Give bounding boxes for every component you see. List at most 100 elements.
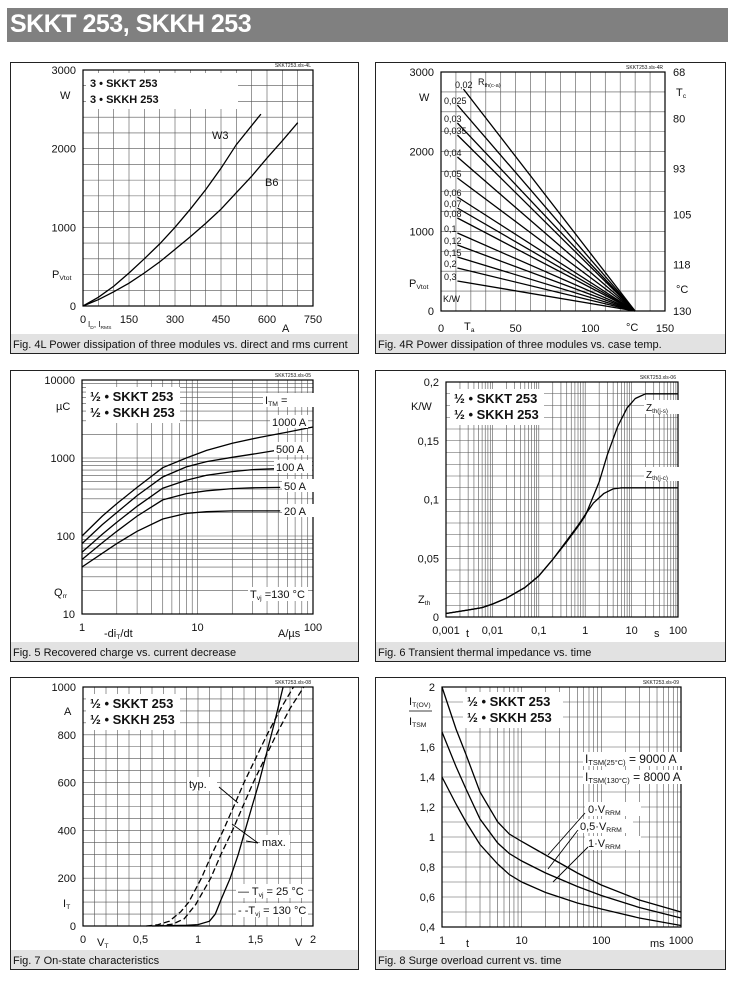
series-label: 0,5·VRRM: [580, 821, 622, 834]
text-part: -di: [104, 628, 116, 640]
series-line: [457, 244, 636, 312]
axis-label-s1: Zth(j-s): [646, 403, 668, 415]
text-part: =: [278, 395, 287, 407]
axis-label-s2: Zth(j-c): [646, 470, 668, 482]
y-tick-label: 0,1: [424, 495, 439, 507]
chart-fig5: Fig. 5 Recovered charge vs. current decr…: [10, 370, 359, 662]
leader-line: [245, 840, 259, 844]
model-label: 3 • SKKT 253: [90, 78, 157, 90]
label-bg: [274, 460, 312, 473]
series-line: [82, 122, 299, 307]
series-label: 1·VRRM: [588, 838, 621, 851]
subscript: th(c-a): [485, 83, 501, 89]
y-tick-label: 0,2: [424, 377, 439, 389]
axis-label-y-unit: K/W: [411, 401, 432, 413]
text-part: I: [409, 716, 412, 728]
y-tick-label: 1000: [52, 222, 76, 234]
subscript: a: [471, 327, 475, 334]
file-tag: SKKT253.xls-09: [643, 680, 679, 686]
y-tick-label: 1000: [410, 226, 434, 238]
series-line: [456, 122, 636, 312]
axis-label-cond: Tvj =130 °C: [250, 589, 305, 602]
label-bg: [585, 836, 641, 850]
series-line: [441, 686, 682, 913]
page-title: SKKT 253, SKKH 253: [10, 10, 252, 38]
subscript: Vtot: [416, 284, 428, 291]
y-tick-label: 10: [63, 609, 75, 621]
subscript: RMS: [100, 325, 112, 331]
leader-line: [231, 823, 259, 844]
subscript: TSM(25°C): [588, 758, 626, 767]
series-line: [146, 686, 295, 927]
subscript: c: [683, 93, 687, 100]
axis-label-x-unit: ms: [650, 938, 665, 950]
model-label: ½ • SKKH 253: [90, 712, 175, 727]
file-tag: SKKT253.xls-05: [275, 373, 311, 379]
y-tick-label: 0: [433, 612, 439, 624]
series-line: [441, 731, 682, 919]
leader-line: [552, 846, 589, 883]
plot-frame: [445, 381, 679, 618]
series-line: [457, 177, 636, 312]
axis-label-y-name: Zth: [418, 594, 431, 607]
text-part: I: [63, 898, 66, 910]
series-line: [457, 217, 636, 312]
caption-bg: [376, 950, 725, 969]
text-part: I: [585, 752, 588, 766]
panel-border: [10, 677, 359, 970]
axis-label-x-unit: V: [295, 937, 303, 949]
x-tick-label: 0: [80, 934, 86, 946]
y2-tick-label: 118: [673, 260, 691, 272]
y2-tick-label: 68: [673, 67, 685, 79]
series-label: 20 A: [284, 506, 307, 518]
model-label: 3 • SKKH 253: [90, 94, 159, 106]
model-label: ½ • SKKT 253: [467, 694, 550, 709]
panel-border: [10, 62, 359, 354]
text-part: 1·V: [588, 838, 606, 850]
text-part: = 130 °C: [260, 905, 306, 917]
axis-label-x-name: Ta: [464, 321, 475, 334]
x-tick-label: 600: [258, 314, 276, 326]
series-line: [81, 449, 277, 545]
grid: [445, 381, 679, 618]
text-part: Z: [646, 403, 652, 414]
y-tick-label: 2000: [52, 144, 76, 156]
models-box: [86, 73, 238, 109]
x-tick-label: 1000: [669, 935, 693, 947]
text-part: , I: [94, 320, 101, 329]
axis-label-rth-unit: K/W: [443, 294, 461, 304]
axis-label-x-unit: °C: [626, 322, 638, 334]
text-part: Z: [418, 594, 425, 606]
page-header: SKKT 253, SKKH 253: [7, 8, 728, 42]
text-part: = 9000 A: [626, 752, 677, 766]
axis-label-y-name: IT: [63, 898, 70, 911]
series-line: [441, 776, 682, 927]
series-line: [81, 468, 277, 553]
text-part: T: [676, 87, 683, 99]
axis-label-x-name: -diT/dt: [104, 628, 133, 641]
series-line: [456, 134, 636, 312]
series-label: 0,02: [455, 80, 473, 90]
y-tick-label: 0,6: [420, 892, 435, 904]
label-bg: [577, 819, 633, 833]
axis-label-typ: typ.: [189, 779, 207, 791]
label-bg: [236, 884, 308, 898]
leader-line: [547, 812, 586, 856]
subscript: vj: [255, 911, 260, 918]
model-label: ½ • SKKH 253: [90, 405, 175, 420]
axis-label-x-unit: A: [282, 323, 290, 335]
x-tick-label: 2: [310, 934, 316, 946]
text-part: 0,5·V: [580, 821, 607, 833]
text-part: = 8000 A: [630, 770, 681, 784]
plot-frame: [441, 686, 682, 928]
axis-label-y-num: IT(OV): [409, 696, 431, 709]
x-tick-label: 10: [625, 625, 637, 637]
axis-label-x-name: t: [466, 938, 469, 950]
label-bg: [282, 504, 320, 517]
axis-label-itsm2: ITSM(130°C) = 8000 A: [585, 770, 681, 785]
text-part: I: [409, 696, 412, 708]
figure-caption: Fig. 5 Recovered charge vs. current decr…: [13, 647, 236, 659]
axis-label-y-unit: W: [419, 92, 430, 104]
label-bg: [274, 442, 312, 455]
text-part: V: [97, 937, 105, 949]
